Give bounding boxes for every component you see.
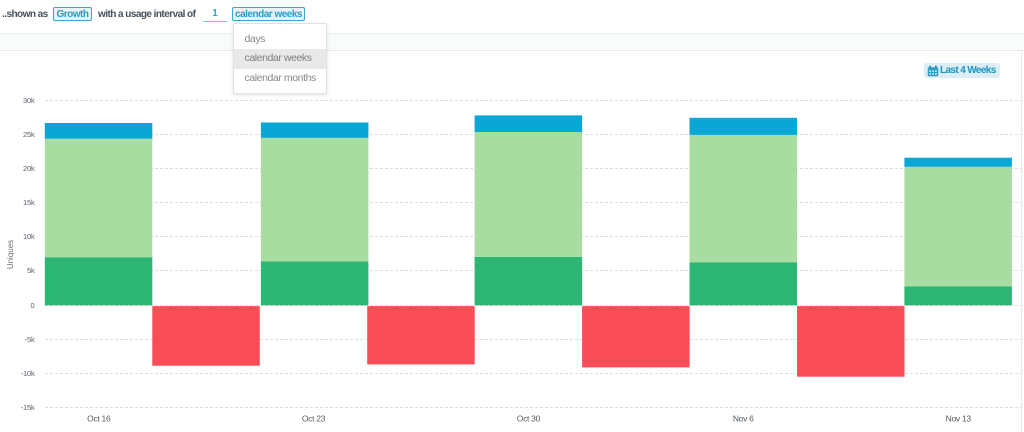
svg-text:Nov 6: Nov 6 <box>733 414 754 424</box>
svg-text:-15k: -15k <box>21 403 35 412</box>
svg-text:Nov 13: Nov 13 <box>946 414 972 424</box>
svg-text:10k: 10k <box>23 232 35 241</box>
svg-text:5k: 5k <box>27 266 35 275</box>
svg-text:30k: 30k <box>23 96 35 105</box>
svg-text:15k: 15k <box>23 198 35 207</box>
svg-text:Oct 16: Oct 16 <box>87 414 111 424</box>
svg-text:-5k: -5k <box>25 335 35 344</box>
svg-text:Oct 23: Oct 23 <box>302 414 326 424</box>
svg-text:25k: 25k <box>23 130 35 139</box>
svg-text:0: 0 <box>31 301 35 310</box>
svg-text:20k: 20k <box>23 164 35 173</box>
svg-text:-10k: -10k <box>21 369 35 378</box>
svg-text:Uniques: Uniques <box>6 240 15 269</box>
svg-text:Oct 30: Oct 30 <box>517 414 541 424</box>
